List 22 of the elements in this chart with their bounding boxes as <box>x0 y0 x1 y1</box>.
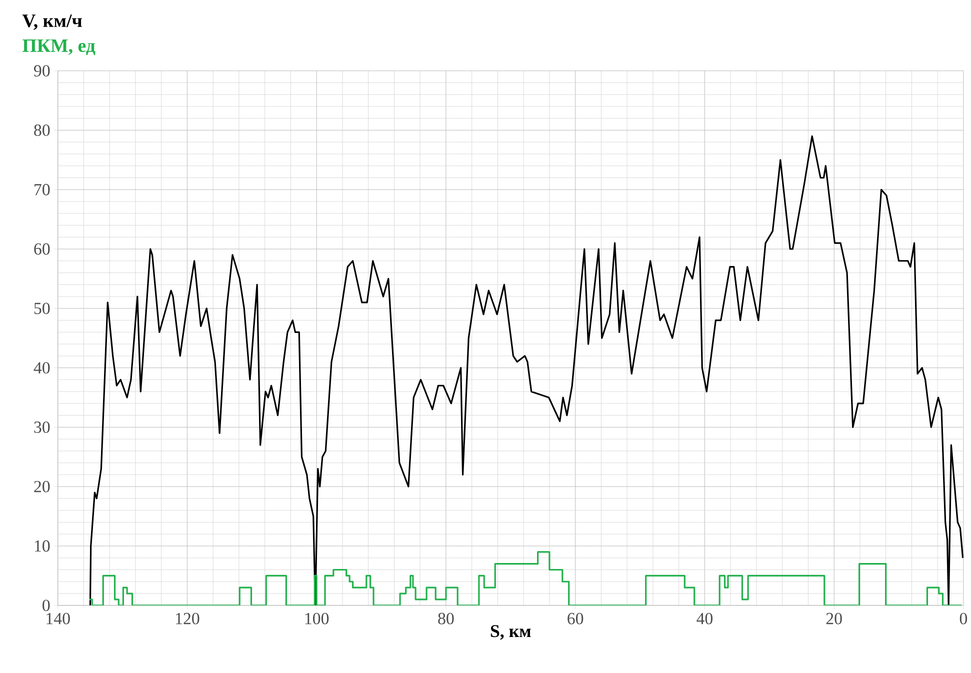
y-tick-label: 40 <box>34 362 50 374</box>
x-tick-label: 60 <box>568 612 584 624</box>
y-tick-label: 20 <box>34 480 50 492</box>
x-tick-label: 0 <box>960 612 968 624</box>
y-tick-label: 30 <box>34 421 50 433</box>
text: ПКМ, ед <box>22 39 96 56</box>
x-axis-title: S, км <box>490 625 531 640</box>
y-tick-label: 10 <box>34 540 50 552</box>
x-tick-label: 20 <box>826 612 842 624</box>
x-tick-label: 100 <box>305 612 329 624</box>
y-tick-label: 70 <box>34 184 50 196</box>
x-tick-label: 140 <box>46 612 70 624</box>
y-tick-label: 90 <box>34 65 50 76</box>
y-tick-label: 50 <box>34 302 50 314</box>
text: V, км/ч <box>22 14 82 30</box>
y-tick-label: 80 <box>34 124 50 136</box>
x-tick-label: 120 <box>176 612 200 624</box>
x-tick-label: 80 <box>438 612 454 624</box>
x-tick-label: 40 <box>696 612 713 624</box>
y-tick-label: 60 <box>34 243 50 255</box>
line-series <box>89 135 964 606</box>
y-tick-label: 0 <box>42 600 50 611</box>
